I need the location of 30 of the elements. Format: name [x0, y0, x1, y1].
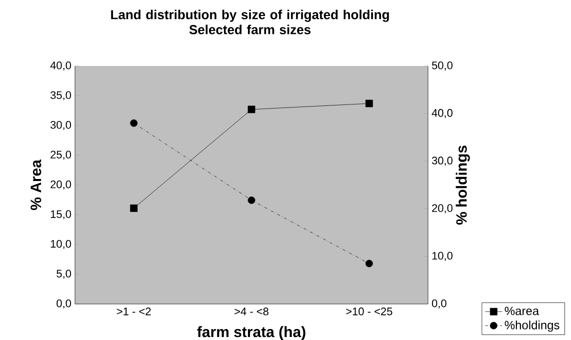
- y-tick-label: 5,0: [56, 270, 72, 279]
- legend-label: %holdings: [504, 320, 560, 332]
- y-tick-label: 25,0: [50, 150, 72, 160]
- point: [130, 119, 138, 127]
- point: [365, 100, 373, 108]
- y-tick-label: 15,0: [50, 210, 72, 220]
- y2-tick-label: 50,0: [432, 61, 452, 71]
- x-tick-label: >4 - <8: [234, 308, 268, 316]
- chart-title: Land distribution by size of irrigated holding Selected farm sizes: [111, 10, 389, 34]
- y-tick-label: 0,0: [56, 299, 72, 309]
- y2-tick-label: 10,0: [432, 252, 452, 261]
- x-tick-label: >1 - <2: [116, 308, 151, 316]
- y2-tick-label: 40,0: [432, 109, 452, 118]
- x-axis-title: farm strata (ha): [197, 326, 306, 340]
- y-tick-label: 20,0: [50, 180, 72, 190]
- y-tick-label: 35,0: [50, 91, 72, 100]
- y2-tick-label: 30,0: [432, 156, 452, 166]
- y-axis-title: % Area: [30, 159, 42, 210]
- y-tick-label: 30,0: [50, 120, 72, 130]
- y-tick-label: 40,0: [50, 61, 72, 71]
- y2-axis-title: % holdings: [456, 146, 470, 225]
- y2-tick-label: 20,0: [432, 204, 452, 214]
- x-tick-label: >10 - <25: [346, 308, 392, 316]
- y-tick-label: 10,0: [50, 240, 72, 250]
- point: [248, 106, 256, 114]
- y2-tick-label: 0,0: [432, 299, 446, 309]
- point: [365, 260, 373, 268]
- point: [248, 196, 256, 204]
- legend-label: %area: [504, 306, 540, 316]
- point: [130, 204, 138, 212]
